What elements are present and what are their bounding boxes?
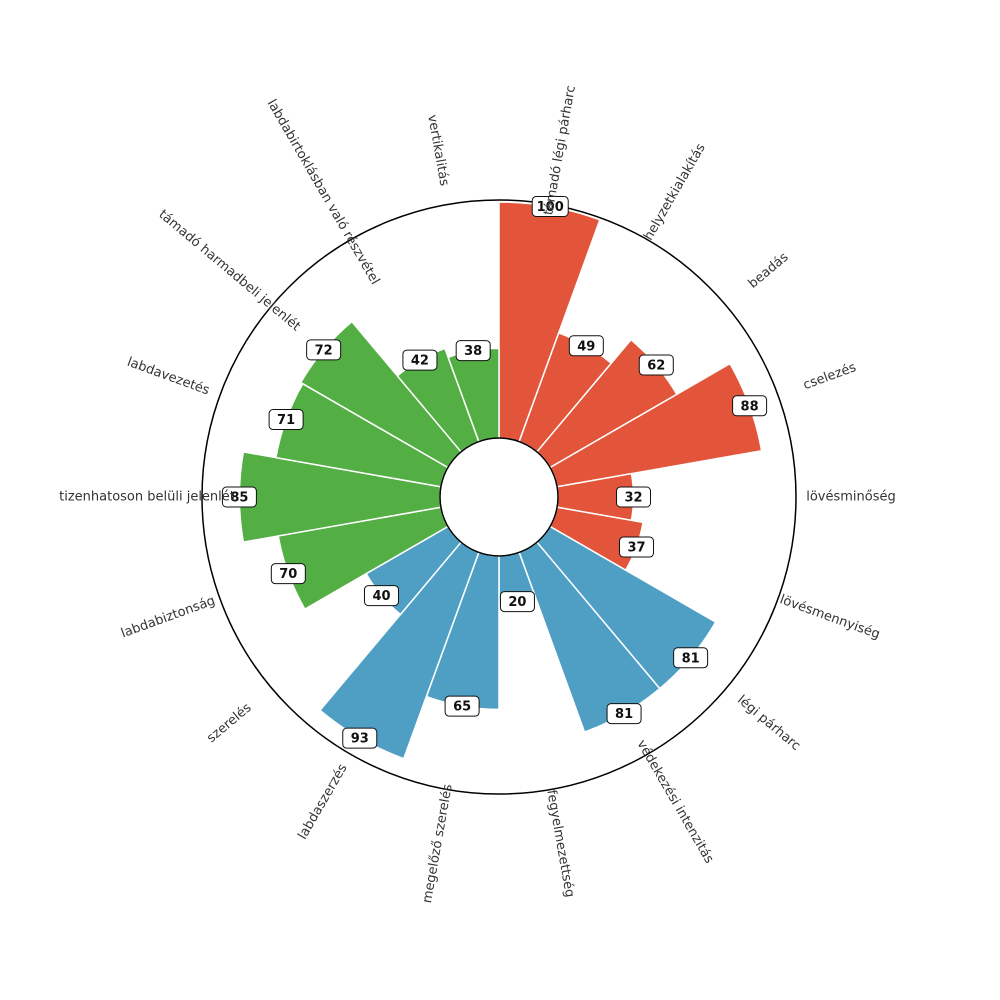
category-label: beadás [746, 250, 792, 292]
value-label-text: 72 [315, 343, 333, 358]
value-label-box [732, 395, 768, 417]
value-label: 62 [638, 354, 674, 376]
value-label-box [618, 536, 654, 558]
category-label: fegyelmezettség [543, 789, 577, 899]
outer-ring [201, 199, 797, 795]
category-label: szerelés [204, 700, 254, 746]
value-label-text: 42 [411, 354, 429, 369]
category-label: labdabirtoklásban való részvétel [264, 97, 383, 287]
value-label: 37 [618, 536, 654, 558]
value-label: 65 [444, 695, 480, 717]
value-label-box [531, 195, 569, 217]
value-label: 40 [363, 585, 399, 607]
value-label: 70 [270, 563, 306, 585]
value-label-box [268, 409, 304, 431]
value-label-text: 49 [577, 339, 595, 354]
value-label: 85 [221, 486, 257, 508]
value-label: 88 [732, 395, 768, 417]
value-label-text: 40 [372, 589, 390, 604]
value-label-box [444, 695, 480, 717]
value-label-layer: 100 49 62 88 32 37 81 81 20 65 93 40 70 85 71 72 42 38 [221, 195, 768, 749]
value-label-box [363, 585, 399, 607]
category-label: labdabiztonság [119, 593, 217, 641]
value-label: 81 [673, 647, 709, 669]
value-label-box [270, 563, 306, 585]
value-label-text: 85 [230, 491, 248, 506]
inner-hole [439, 437, 559, 557]
value-label-box [673, 647, 709, 669]
value-label: 100 [531, 195, 569, 217]
value-label-box [342, 727, 378, 749]
value-label-text: 65 [453, 700, 471, 715]
category-label: vertikalitás [424, 114, 451, 188]
category-label: helyzetkialakítás [641, 141, 709, 243]
value-label-box [616, 486, 652, 508]
value-label: 49 [568, 335, 604, 357]
category-label: cselezés [801, 360, 858, 393]
category-label: támadó harmadbeli jelenlét [156, 207, 304, 334]
value-label-box [306, 339, 342, 361]
value-label-box [606, 703, 642, 725]
category-label: lövésminőség [806, 490, 896, 505]
value-label: 42 [402, 349, 438, 371]
value-label-text: 81 [615, 707, 633, 722]
value-label: 81 [606, 703, 642, 725]
value-label-text: 71 [277, 413, 295, 428]
value-label: 71 [268, 409, 304, 431]
value-label-text: 88 [741, 399, 759, 414]
value-label-text: 37 [627, 541, 645, 556]
value-label-text: 32 [624, 491, 642, 506]
value-label-text: 93 [351, 732, 369, 747]
value-label: 72 [306, 339, 342, 361]
value-label: 20 [499, 591, 535, 613]
value-label: 38 [455, 340, 491, 362]
value-label-text: 20 [508, 595, 526, 610]
category-label: légi párharc [734, 693, 803, 754]
category-label: lövésmennyiség [778, 592, 882, 642]
value-label: 32 [616, 486, 652, 508]
value-label-text: 38 [464, 344, 482, 359]
value-label-text: 62 [647, 359, 665, 374]
value-label-box [638, 354, 674, 376]
category-label: védekezési intenzitás [634, 738, 717, 867]
category-label: megelőző szerelés [420, 783, 456, 904]
value-label: 93 [342, 727, 378, 749]
category-label: labdavezetés [125, 355, 212, 399]
value-label-box [221, 486, 257, 508]
value-label-box [499, 591, 535, 613]
value-label-box [402, 349, 438, 371]
value-label-text: 70 [279, 567, 297, 582]
value-label-text: 100 [537, 200, 564, 215]
value-label-box [568, 335, 604, 357]
value-label-box [455, 340, 491, 362]
value-label-text: 81 [682, 651, 700, 666]
category-label: labdaszerzés [295, 761, 350, 842]
category-label: tizenhatoson belüli jelenlét [59, 490, 235, 505]
